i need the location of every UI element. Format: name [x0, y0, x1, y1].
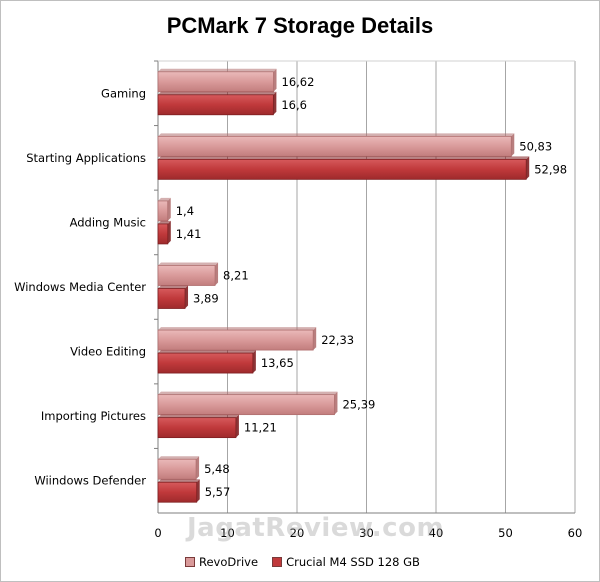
bar-side: [273, 68, 277, 92]
category-label: Windows Media Center: [14, 280, 146, 294]
bar-side: [196, 479, 200, 503]
bar-revodrive: [157, 200, 169, 222]
data-label: 16,6: [281, 98, 307, 112]
chart-title: PCMark 7 Storage Details: [166, 13, 434, 38]
data-label: 5,48: [204, 462, 230, 476]
bar-crucial: [157, 158, 527, 180]
bar-side: [215, 262, 219, 286]
x-tick-label-20: 20: [290, 526, 305, 540]
category-label: Wiindows Defender: [34, 474, 146, 488]
data-label: 11,21: [244, 421, 277, 435]
bar-side: [252, 350, 256, 374]
x-tick-label-0: 0: [154, 526, 161, 540]
bar-top: [158, 285, 189, 289]
category-label: Video Editing: [70, 345, 146, 359]
bar-revodrive: [157, 265, 216, 286]
data-label: 16,62: [282, 75, 315, 89]
legend-label-crucial: Crucial M4 SSD 128 GB: [286, 555, 420, 569]
bar-side: [511, 133, 515, 157]
data-label: 50,83: [519, 139, 552, 153]
legend-swatch-crucial: [272, 557, 283, 567]
legend-swatch-revodrive: [185, 557, 195, 567]
bar-top: [158, 133, 515, 137]
data-label: 13,65: [261, 356, 294, 370]
category-label: Starting Applications: [26, 151, 146, 165]
data-label: 1,4: [176, 204, 194, 218]
bar-crucial: [157, 288, 186, 309]
bar-side: [196, 456, 200, 480]
bar-top: [158, 197, 171, 201]
bar-top: [158, 68, 277, 72]
bar-top: [158, 479, 200, 483]
bar-top: [158, 327, 317, 331]
data-label: 25,39: [342, 398, 375, 412]
bar-top: [158, 262, 219, 266]
bar-top: [158, 391, 338, 395]
data-label: 52,98: [534, 162, 567, 176]
x-tick-label-10: 10: [220, 526, 235, 540]
bar-revodrive: [157, 458, 197, 480]
data-label: 3,89: [193, 292, 219, 306]
bar-revodrive: [157, 135, 512, 157]
bar-side: [185, 285, 189, 309]
bar-side: [526, 156, 530, 180]
bar-crucial: [157, 352, 254, 374]
bar-crucial: [157, 417, 237, 439]
legend-label-revodrive: RevoDrive: [199, 555, 259, 569]
category-label: Importing Pictures: [41, 409, 146, 423]
data-label: 22,33: [321, 333, 354, 347]
bar-side: [273, 91, 277, 115]
x-tick-label-30: 30: [359, 526, 374, 540]
bar-revodrive: [157, 329, 314, 351]
x-tick-label-40: 40: [429, 526, 444, 540]
bar-top: [158, 220, 171, 224]
bar-side: [235, 414, 239, 438]
bar-side: [167, 220, 171, 244]
bar-revodrive: [157, 394, 335, 416]
category-label: Adding Music: [70, 215, 146, 229]
watermark: JagatReview.com: [187, 513, 445, 543]
bar-top: [158, 91, 277, 95]
bar-revodrive: [157, 71, 274, 93]
bar-side: [167, 197, 171, 221]
legend-item-revodrive: RevoDrive: [185, 555, 258, 569]
legend-item-crucial: Crucial M4 SSD 128 GB: [272, 555, 420, 569]
x-tick-label-60: 60: [568, 526, 583, 540]
bar-crucial: [157, 223, 169, 245]
bar-side: [334, 391, 338, 415]
legend: RevoDrive Crucial M4 SSD 128 GB: [185, 555, 420, 569]
data-label: 8,21: [223, 269, 249, 283]
data-label: 1,41: [176, 227, 202, 241]
data-label: 5,57: [205, 485, 231, 499]
bar-top: [158, 414, 239, 418]
bar-top: [158, 350, 256, 354]
bar-top: [158, 456, 200, 460]
bar-crucial: [157, 94, 274, 116]
bar-crucial: [157, 481, 198, 503]
bar-top: [158, 156, 530, 160]
bar-side: [313, 327, 317, 351]
category-label: Gaming: [101, 86, 146, 100]
x-tick-label-50: 50: [498, 526, 513, 540]
